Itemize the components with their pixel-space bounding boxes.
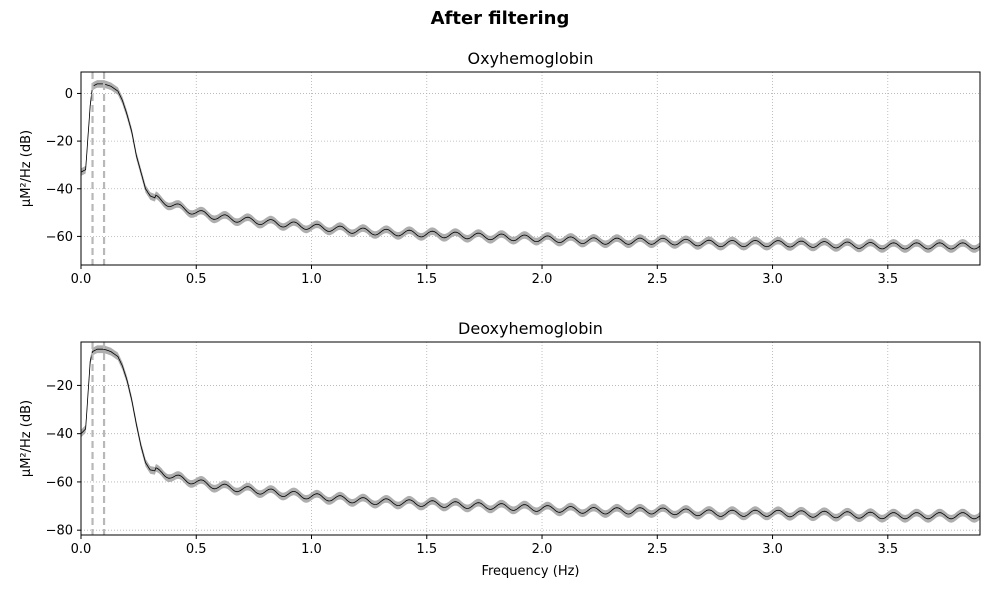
x-tick-label: 3.5 (877, 272, 898, 287)
figure-title: After filtering (430, 8, 570, 29)
x-tick-label: 1.0 (301, 272, 322, 287)
series-band (81, 80, 980, 253)
y-tick-label: −60 (46, 230, 73, 245)
y-tick-label: −20 (46, 379, 73, 394)
x-tick-label: 1.5 (416, 272, 437, 287)
x-axis-label: Frequency (Hz) (481, 564, 579, 579)
series-line (81, 83, 980, 250)
y-axis-label: µM²/Hz (dB) (19, 400, 34, 477)
plot-area (81, 342, 980, 535)
panel-title: Oxyhemoglobin (467, 49, 593, 68)
x-tick-label: 0.5 (186, 542, 207, 557)
x-tick-label: 1.5 (416, 542, 437, 557)
x-tick-label: 2.5 (647, 542, 668, 557)
panel-title: Deoxyhemoglobin (458, 319, 603, 338)
x-tick-label: 0.0 (71, 272, 92, 287)
x-tick-label: 3.5 (877, 542, 898, 557)
panel-oxyhemoglobin: 0.0 0.5 1.0 1.5 2.0 2.5 3.0 3.5 0 −20 −40 −60 Oxyhem… (19, 49, 981, 287)
plot-area (81, 72, 980, 265)
x-tick-label: 3.0 (762, 272, 783, 287)
y-tick-label: −80 (46, 524, 73, 539)
x-tick-label: 2.0 (532, 272, 553, 287)
series-band (81, 345, 980, 523)
x-tick-label: 0.5 (186, 272, 207, 287)
x-tick-label: 1.0 (301, 542, 322, 557)
series-line (81, 348, 980, 520)
panel-deoxyhemoglobin: 0.0 0.5 1.0 1.5 2.0 2.5 3.0 3.5 −20 −40 −60 −80 Deox… (19, 319, 981, 579)
y-tick-label: −40 (46, 427, 73, 442)
axes-frame (80, 341, 981, 536)
y-tick-label: −60 (46, 475, 73, 490)
x-tick-label: 0.0 (71, 542, 92, 557)
axes-frame (80, 71, 981, 266)
y-axis-label: µM²/Hz (dB) (19, 130, 34, 207)
y-tick-label: −40 (46, 182, 73, 197)
x-tick-label: 3.0 (762, 542, 783, 557)
y-tick-label: 0 (65, 87, 73, 102)
y-tick-label: −20 (46, 135, 73, 150)
x-tick-label: 2.0 (532, 542, 553, 557)
x-tick-label: 2.5 (647, 272, 668, 287)
